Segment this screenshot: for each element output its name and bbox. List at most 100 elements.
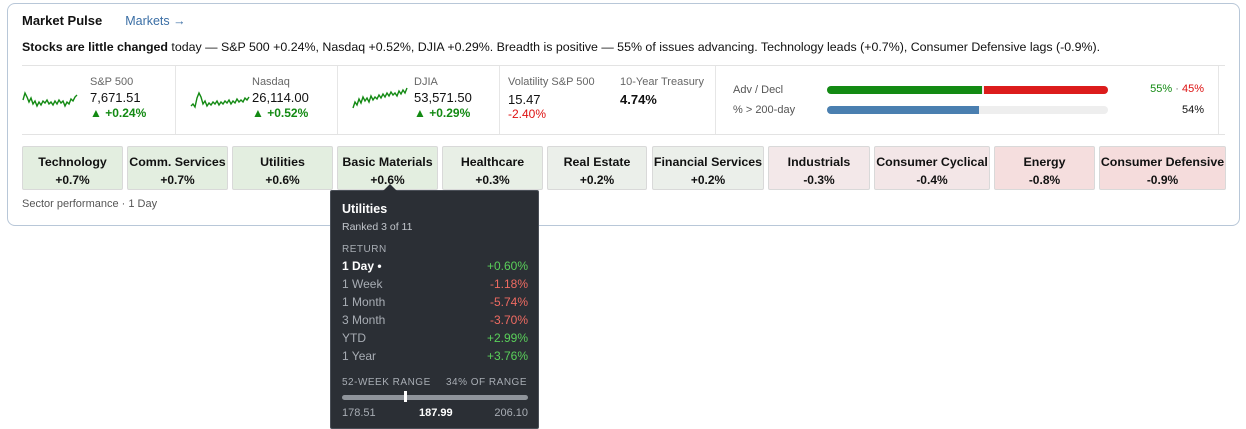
decl-pct: 45% (1181, 83, 1204, 95)
djia-sparkline (352, 87, 408, 109)
sector-footnote: Sector performance · 1 Day (22, 198, 158, 210)
above-200-fill (827, 106, 979, 114)
volatility-value: 15.47 (508, 92, 541, 107)
range-pct-label: 34% OF RANGE (445, 377, 527, 388)
index-value: 7,671.51 (90, 90, 141, 105)
sector-change: +0.6% (265, 173, 300, 187)
sector-tile[interactable]: Industrials -0.3% (768, 146, 870, 190)
sector-name: Comm. Services (129, 155, 226, 169)
volatility-tile[interactable]: Volatility S&P 500 15.47 -2.40% (508, 66, 609, 134)
return-value: +0.60% (486, 259, 528, 273)
sector-change: -0.3% (803, 173, 835, 187)
sector-tile[interactable]: Consumer Defensive -0.9% (1099, 146, 1226, 190)
nasdaq-sparkline (190, 91, 250, 109)
adv-pct: 55% (1150, 83, 1173, 95)
treasury-tile[interactable]: 10-Year Treasury 4.74% (613, 66, 716, 134)
card-title: Market Pulse (22, 13, 103, 28)
card-header: Market Pulse Markets → (22, 13, 186, 28)
index-change: ▲ +0.29% (414, 106, 471, 120)
index-change: ▲ +0.52% (252, 106, 309, 120)
breadth-panel: Adv / Decl 55% · 45% % > 200-day 54% (717, 66, 1219, 134)
sector-name: Basic Materials (342, 155, 433, 169)
sector-tile[interactable]: Healthcare +0.3% (442, 146, 543, 190)
return-row: 1 Day • +0.60% (342, 259, 528, 275)
index-value: 26,114.00 (252, 90, 309, 105)
index-name: Nasdaq (252, 76, 290, 88)
range-current: 187.99 (419, 407, 453, 419)
return-period: 1 Week (342, 277, 383, 291)
advancing-segment (827, 86, 982, 94)
tooltip-title: Utilities (342, 202, 388, 216)
sector-change: -0.9% (1146, 173, 1179, 187)
sector-name: Utilities (260, 155, 305, 169)
sector-name: Financial Services (653, 155, 763, 169)
range-values: 178.51 187.99 206.10 (342, 407, 528, 421)
index-name: DJIA (414, 76, 438, 88)
sector-tile[interactable]: Energy -0.8% (994, 146, 1095, 190)
sector-change: +0.2% (579, 173, 615, 187)
treasury-value: 4.74% (620, 92, 657, 107)
sector-change: +0.7% (160, 173, 195, 187)
return-period: 1 Day • (342, 259, 382, 273)
adv-decl-bar (827, 86, 1108, 94)
volatility-change: -2.40% (508, 107, 547, 121)
sector-tile[interactable]: Utilities +0.6% (232, 146, 333, 190)
sector-change: +0.2% (690, 173, 726, 187)
sector-name: Consumer Defensive (1100, 155, 1225, 169)
treasury-name: 10-Year Treasury (620, 76, 704, 88)
sector-tooltip: Utilities Ranked 3 of 11 RETURN 1 Day • +… (330, 184, 539, 429)
index-value: 53,571.50 (414, 90, 472, 105)
sector-tile[interactable]: Real Estate +0.2% (547, 146, 647, 190)
return-value: +3.76% (486, 349, 528, 363)
market-pulse-card: Market Pulse Markets → Stocks are little… (7, 3, 1240, 226)
range-track (342, 395, 528, 400)
summary-text: today — S&P 500 +0.24%, Nasdaq +0.52%, D… (167, 40, 1101, 54)
return-period: 3 Month (342, 313, 386, 327)
return-label: RETURN (342, 244, 387, 255)
range-high: 206.10 (494, 407, 528, 419)
adv-decl-values: 55% · 45% (1150, 83, 1204, 95)
markets-link[interactable]: Markets → (125, 14, 186, 28)
index-name: S&P 500 (90, 76, 134, 88)
return-period: 1 Year (342, 349, 377, 363)
index-change: ▲ +0.24% (90, 106, 147, 120)
above-200-label: % > 200-day (733, 104, 796, 116)
return-row: 3 Month -3.70% (342, 313, 528, 329)
return-period: YTD (342, 331, 366, 345)
index-strip: S&P 500 7,671.51 ▲ +0.24% Nasdaq 26,114.… (22, 65, 1225, 135)
sector-tile[interactable]: Financial Services +0.2% (652, 146, 764, 190)
range-label: 52-WEEK RANGE (342, 377, 431, 388)
return-value: -3.70% (489, 313, 528, 327)
return-row: 1 Week -1.18% (342, 277, 528, 293)
sector-tile[interactable]: Technology +0.7% (22, 146, 123, 190)
sp500-sparkline (22, 91, 78, 108)
sector-name: Consumer Cyclical (876, 155, 988, 169)
sector-change: +0.6% (370, 173, 405, 187)
adv-decl-label: Adv / Decl (733, 84, 784, 96)
sector-change: -0.8% (1028, 173, 1061, 187)
above-200-bar (827, 106, 1108, 114)
sector-tile[interactable]: Basic Materials +0.6% (337, 146, 438, 190)
sector-name: Industrials (787, 155, 851, 169)
sector-tile[interactable]: Consumer Cyclical -0.4% (874, 146, 990, 190)
return-row: 1 Month -5.74% (342, 295, 528, 311)
summary-lead: Stocks are little changed (22, 40, 168, 54)
index-tile-sp500[interactable]: S&P 500 7,671.51 ▲ +0.24% (22, 66, 176, 134)
sector-change: +0.7% (55, 173, 90, 187)
sector-tile[interactable]: Comm. Services +0.7% (127, 146, 228, 190)
range-marker (404, 391, 408, 402)
return-row: YTD +2.99% (342, 331, 528, 347)
declining-segment (983, 86, 1108, 94)
above-200-value: 54% (1181, 104, 1204, 116)
return-value: +2.99% (486, 331, 528, 345)
index-tile-nasdaq[interactable]: Nasdaq 26,114.00 ▲ +0.52% (176, 66, 338, 134)
sector-name: Healthcare (460, 155, 525, 169)
return-value: -1.18% (489, 277, 528, 291)
index-tile-djia[interactable]: DJIA 53,571.50 ▲ +0.29% (338, 66, 500, 134)
sector-change: -0.4% (916, 173, 948, 187)
return-row: 1 Year +3.76% (342, 349, 528, 365)
volatility-name: Volatility S&P 500 (508, 76, 595, 88)
market-summary: Stocks are little changed today — S&P 50… (22, 40, 1100, 54)
sector-name: Technology (38, 155, 107, 169)
range-low: 178.51 (342, 407, 376, 419)
